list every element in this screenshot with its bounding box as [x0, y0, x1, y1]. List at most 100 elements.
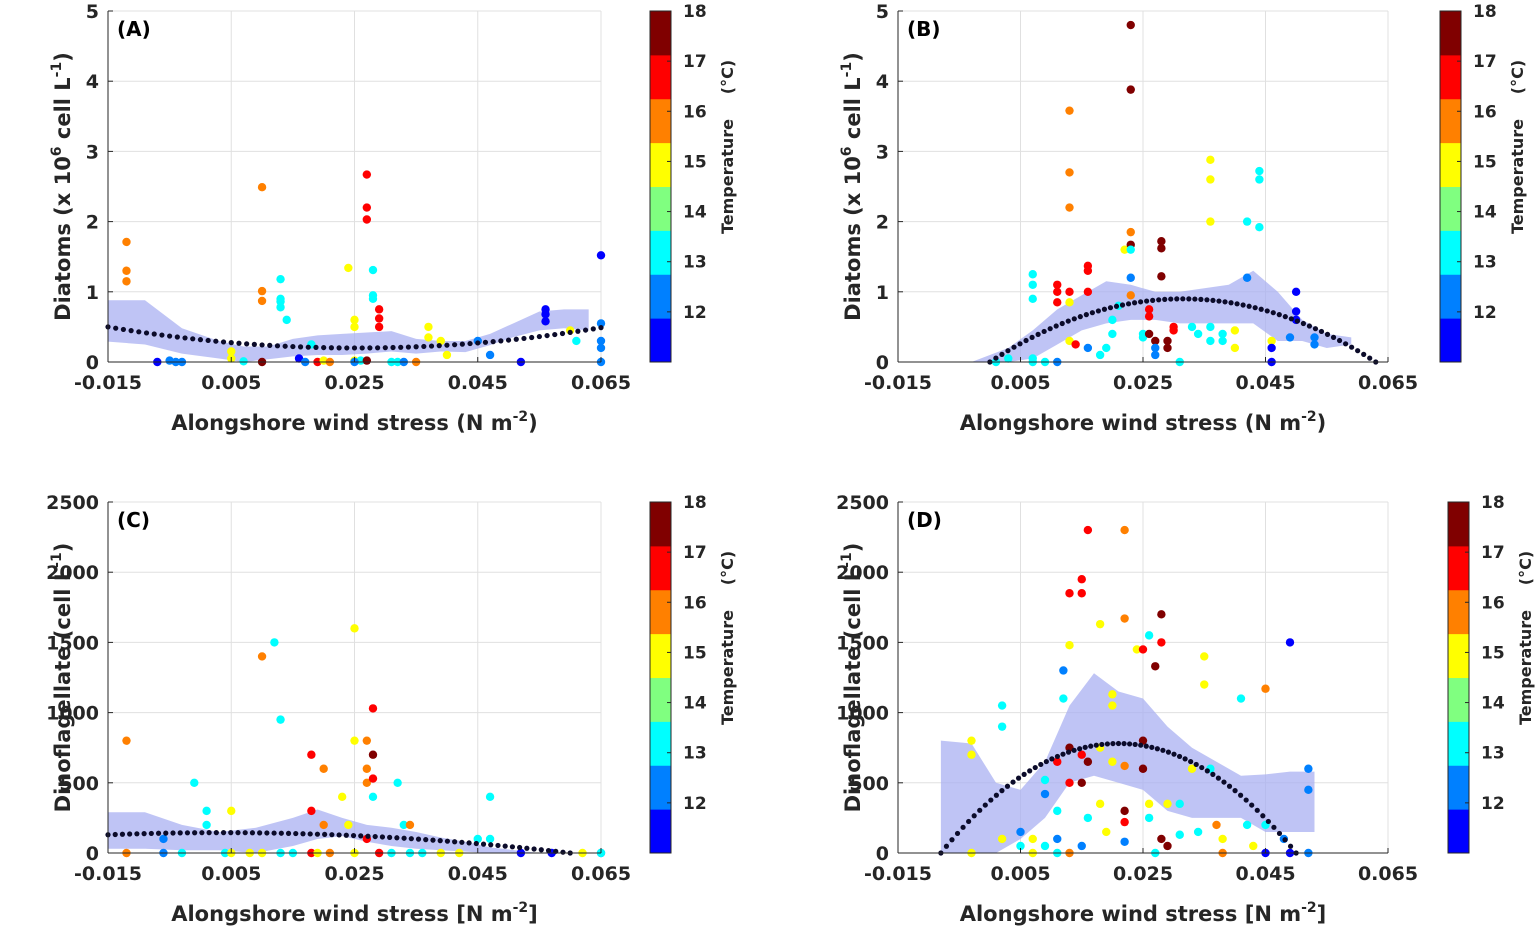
- fit-point: [467, 340, 473, 347]
- scatter-point: [227, 347, 236, 356]
- scatter-point: [1144, 631, 1154, 640]
- colorbar-tick-label: 14: [1473, 203, 1497, 223]
- colorbar-tick-label: 13: [1481, 744, 1505, 764]
- fit-point: [452, 839, 458, 845]
- fit-point: [1182, 756, 1188, 762]
- colorbar-tick-label: 16: [1473, 102, 1497, 122]
- scatter-point: [1065, 287, 1074, 296]
- fit-point: [351, 345, 358, 351]
- fit-point: [1127, 741, 1133, 747]
- scatter-point: [368, 750, 378, 759]
- colorbar-frame: [649, 10, 672, 363]
- fit-point: [517, 844, 523, 851]
- scatter-point: [1138, 645, 1148, 654]
- scatter-point: [1065, 106, 1074, 115]
- fit-point: [977, 807, 983, 813]
- fit-point: [401, 835, 407, 841]
- colorbar-segment: [1440, 274, 1461, 319]
- fit-point: [382, 345, 388, 351]
- scatter-point: [485, 792, 495, 802]
- fit-point: [170, 830, 176, 836]
- scatter-point: [122, 736, 131, 745]
- colorbar: 12 13 14 15 16 17 18 Temperature (°C): [1447, 493, 1535, 854]
- scatter-point: [442, 350, 452, 360]
- fit-point: [375, 345, 381, 351]
- fit-point: [509, 844, 516, 850]
- scatter-point: [1157, 610, 1166, 619]
- scatter-point: [1151, 336, 1160, 346]
- fit-point: [322, 831, 328, 838]
- fit-point: [1276, 830, 1283, 837]
- fit-point: [1238, 792, 1244, 798]
- y-tick-label: 1000: [46, 703, 99, 725]
- fit-point: [264, 830, 270, 836]
- scatter-point: [350, 736, 359, 745]
- fit-curve: [105, 830, 573, 856]
- fit-point: [1005, 348, 1011, 354]
- fit-point: [1318, 328, 1325, 335]
- scatter-point: [1120, 245, 1129, 254]
- fit-point: [1240, 302, 1246, 308]
- colorbar-tick-label: 13: [1473, 253, 1497, 273]
- x-tick-label: 0.025: [324, 372, 384, 394]
- fit-point: [436, 343, 442, 349]
- fit-point: [513, 336, 519, 342]
- scatter-point: [485, 834, 495, 844]
- fit-point: [545, 847, 552, 854]
- x-tick-label: 0.005: [990, 863, 1050, 885]
- scatter-point: [307, 806, 316, 816]
- scatter-point: [1016, 841, 1025, 851]
- fit-point: [398, 344, 404, 350]
- scatter-point: [257, 183, 267, 192]
- fit-point: [415, 836, 422, 842]
- scatter-point: [1138, 764, 1148, 773]
- fit-point: [274, 343, 281, 349]
- scatter-point: [1157, 244, 1166, 253]
- fit-point: [971, 813, 977, 819]
- colorbar-label: Temperature: [718, 610, 737, 725]
- confidence-band: [922, 270, 1352, 362]
- fit-point: [999, 351, 1005, 357]
- fit-point: [1010, 779, 1016, 785]
- fit-point: [394, 835, 400, 841]
- fit-point: [1053, 323, 1059, 329]
- colorbar-tick-label: 16: [1481, 593, 1505, 613]
- scatter-series: [991, 20, 1319, 367]
- scatter-point: [1126, 227, 1135, 237]
- colorbar-segment: [650, 54, 671, 100]
- scatter-point: [362, 215, 372, 224]
- scatter-point: [1218, 329, 1227, 339]
- panel-label: (B): [907, 17, 941, 41]
- fit-point: [1343, 341, 1349, 347]
- fit-point: [437, 838, 443, 844]
- scatter-point: [1053, 287, 1062, 296]
- fit-point: [502, 843, 508, 849]
- fit-point: [1038, 761, 1044, 768]
- colorbar-tick-label: 14: [683, 694, 707, 714]
- scatter-point: [344, 820, 353, 830]
- colorbar-tick-label: 17: [1481, 543, 1505, 563]
- fit-point: [328, 345, 334, 351]
- fit-point: [143, 330, 150, 336]
- scatter-point: [159, 834, 168, 844]
- y-tick-label: 3: [876, 141, 889, 163]
- colorbar-tick-label: 18: [1481, 493, 1505, 513]
- x-tick-label: 0.005: [201, 372, 261, 394]
- fit-point: [1221, 779, 1227, 785]
- scatter-point: [541, 317, 550, 326]
- x-tick-label: 0.065: [571, 863, 631, 885]
- fit-point: [982, 802, 988, 808]
- fit-point: [413, 344, 419, 350]
- scatter-point: [1291, 307, 1301, 316]
- fit-point: [314, 831, 321, 837]
- scatter-point: [350, 315, 359, 325]
- scatter-point: [1169, 326, 1178, 335]
- colorbar-segment: [650, 11, 671, 56]
- scatter-series: [122, 624, 606, 858]
- scatter-point: [596, 251, 606, 260]
- colorbar-segment: [1440, 98, 1461, 144]
- y-tick-label: 5: [86, 1, 99, 23]
- fit-point: [282, 343, 288, 349]
- fit-point: [590, 326, 596, 332]
- fit-point: [473, 840, 479, 847]
